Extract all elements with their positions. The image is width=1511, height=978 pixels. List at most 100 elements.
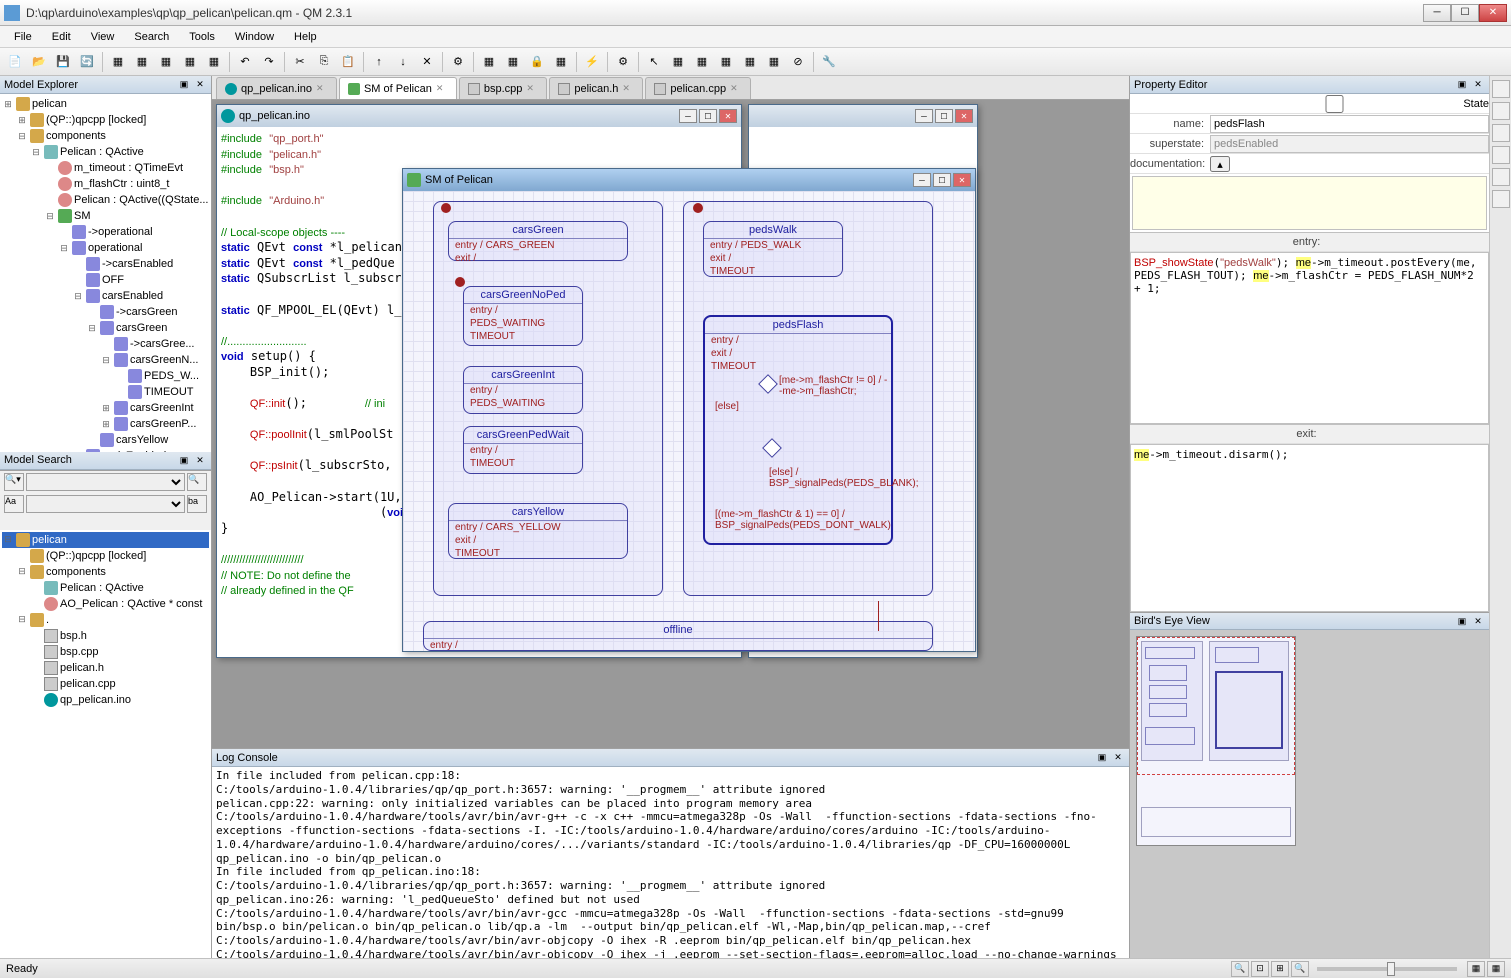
tab-close-icon[interactable]: ✕ [730, 83, 742, 95]
tree-node[interactable]: bsp.h [2, 628, 209, 644]
down-button[interactable]: ↓ [392, 51, 414, 73]
tool-button[interactable]: ▦ [739, 51, 761, 73]
close-button[interactable]: ✕ [1479, 4, 1507, 22]
close-panel-button[interactable]: ✕ [1471, 614, 1485, 628]
birdseye-view[interactable] [1130, 630, 1489, 958]
tree-node[interactable]: bsp.cpp [2, 644, 209, 660]
tree-node[interactable]: pelican.h [2, 660, 209, 676]
tool-button[interactable]: ▦ [179, 51, 201, 73]
tree-node[interactable]: TIMEOUT [2, 384, 209, 400]
palette-button[interactable] [1492, 102, 1510, 120]
dock-button[interactable]: ▣ [1455, 614, 1469, 628]
tree-node[interactable]: ⊞pelican [2, 96, 209, 112]
doc-textarea[interactable] [1132, 176, 1487, 230]
tree-node[interactable]: ->carsGree... [2, 336, 209, 352]
model-explorer-tree[interactable]: ⊞pelican⊞(QP::)qpcpp [locked]⊟components… [0, 94, 211, 452]
undo-button[interactable]: ↶ [234, 51, 256, 73]
tool-button[interactable]: ▦ [107, 51, 129, 73]
close-button[interactable]: ✕ [955, 109, 973, 123]
sm-window-titlebar[interactable]: SM of Pelican ─ ☐ ✕ [403, 169, 975, 191]
initial-pseudostate[interactable] [441, 203, 451, 213]
tab-close-icon[interactable]: ✕ [436, 83, 448, 95]
state-box[interactable]: carsGreenNoPedentry /PEDS_WAITINGTIMEOUT [463, 286, 583, 346]
document-tab[interactable]: pelican.cpp✕ [645, 77, 751, 99]
tab-close-icon[interactable]: ✕ [526, 83, 538, 95]
name-input[interactable] [1210, 115, 1489, 133]
state-box[interactable]: carsGreenPedWaitentry /TIMEOUT [463, 426, 583, 474]
tree-node[interactable]: Pelican : QActive [2, 580, 209, 596]
zoom-fit-button[interactable]: ⊡ [1251, 961, 1269, 977]
exit-code[interactable]: me->m_timeout.disarm(); [1130, 444, 1489, 612]
stop-button[interactable]: ⊘ [787, 51, 809, 73]
close-panel-button[interactable]: ✕ [193, 78, 207, 92]
tree-node[interactable]: ⊟Pelican : QActive [2, 144, 209, 160]
zoom-slider[interactable] [1317, 967, 1457, 971]
tool-button[interactable]: ⚙ [612, 51, 634, 73]
tool-button[interactable]: ▦ [478, 51, 500, 73]
paste-button[interactable]: 📋 [337, 51, 359, 73]
tool-button[interactable]: ▦ [715, 51, 737, 73]
dock-button[interactable]: ▣ [1095, 751, 1109, 765]
state-box[interactable]: offlineentry / [423, 621, 933, 651]
state-box[interactable]: carsGreenIntentry /PEDS_WAITING [463, 366, 583, 414]
tool-button[interactable]: ⚙ [447, 51, 469, 73]
minimize-button[interactable]: ─ [915, 109, 933, 123]
tool-button[interactable]: ↖ [643, 51, 665, 73]
menu-view[interactable]: View [81, 29, 125, 45]
log-output[interactable]: In file included from pelican.cpp:18: C:… [212, 767, 1129, 958]
tool-button[interactable]: ▦ [550, 51, 572, 73]
close-button[interactable]: ✕ [953, 173, 971, 187]
entry-code[interactable]: BSP_showState("pedsWalk"); me->m_timeout… [1130, 252, 1489, 424]
palette-button[interactable] [1492, 80, 1510, 98]
close-panel-button[interactable]: ✕ [1471, 78, 1485, 92]
delete-button[interactable]: ✕ [416, 51, 438, 73]
palette-button[interactable] [1492, 124, 1510, 142]
tool-button[interactable]: ▦ [691, 51, 713, 73]
tree-node[interactable]: ⊟components [2, 128, 209, 144]
open-button[interactable]: 📂 [28, 51, 50, 73]
copy-button[interactable]: ⎘ [313, 51, 335, 73]
close-panel-button[interactable]: ✕ [1111, 751, 1125, 765]
state-box[interactable]: carsYellowentry / CARS_YELLOWexit /TIMEO… [448, 503, 628, 559]
tree-node[interactable]: m_timeout : QTimeEvt [2, 160, 209, 176]
search-type-button[interactable]: 🔍▾ [4, 473, 24, 491]
new-button[interactable]: 📄 [4, 51, 26, 73]
search-combo2[interactable] [26, 495, 185, 513]
initial-pseudostate[interactable] [455, 277, 465, 287]
maximize-button[interactable]: ☐ [933, 173, 951, 187]
tree-node[interactable]: ⊟operational [2, 240, 209, 256]
menu-window[interactable]: Window [225, 29, 284, 45]
tree-node[interactable]: PEDS_W... [2, 368, 209, 384]
tree-node[interactable]: ⊟components [2, 564, 209, 580]
initial-pseudostate[interactable] [693, 203, 703, 213]
redo-button[interactable]: ↷ [258, 51, 280, 73]
tree-node[interactable]: ⊟carsGreen [2, 320, 209, 336]
tree-node[interactable]: OFF [2, 272, 209, 288]
blank-window-titlebar[interactable]: ─ ☐ ✕ [749, 105, 977, 127]
tree-node[interactable]: ⊞(QP::)qpcpp [locked] [2, 112, 209, 128]
minimize-button[interactable]: ─ [913, 173, 931, 187]
doc-expand-button[interactable]: ▴ [1210, 156, 1230, 172]
search-filter-button[interactable]: Aa [4, 495, 24, 513]
tool-button[interactable]: ▦ [203, 51, 225, 73]
tree-node[interactable]: qp_pelican.ino [2, 692, 209, 708]
dock-button[interactable]: ▣ [177, 78, 191, 92]
birdseye-thumbnail[interactable] [1136, 636, 1296, 846]
tree-node[interactable]: ->carsGreen [2, 304, 209, 320]
tool-button[interactable]: ▦ [502, 51, 524, 73]
zoom-out-button[interactable]: 🔍 [1231, 961, 1249, 977]
search-combo[interactable] [26, 473, 185, 491]
tool-button[interactable]: ▦ [763, 51, 785, 73]
tree-node[interactable]: (QP::)qpcpp [locked] [2, 548, 209, 564]
tree-node[interactable]: carsYellow [2, 432, 209, 448]
zoom-actual-button[interactable]: ⊞ [1271, 961, 1289, 977]
up-button[interactable]: ↑ [368, 51, 390, 73]
state-diagram[interactable]: carsGreenentry / CARS_GREENexit /carsGre… [403, 191, 975, 651]
document-tab[interactable]: pelican.h✕ [549, 77, 643, 99]
tree-node[interactable]: ⊟. [2, 612, 209, 628]
tree-node[interactable]: m_flashCtr : uint8_t [2, 176, 209, 192]
search-go-button[interactable]: 🔍 [187, 473, 207, 491]
menu-edit[interactable]: Edit [42, 29, 81, 45]
tree-node[interactable]: ⊟carsEnabled [2, 288, 209, 304]
palette-button[interactable] [1492, 146, 1510, 164]
